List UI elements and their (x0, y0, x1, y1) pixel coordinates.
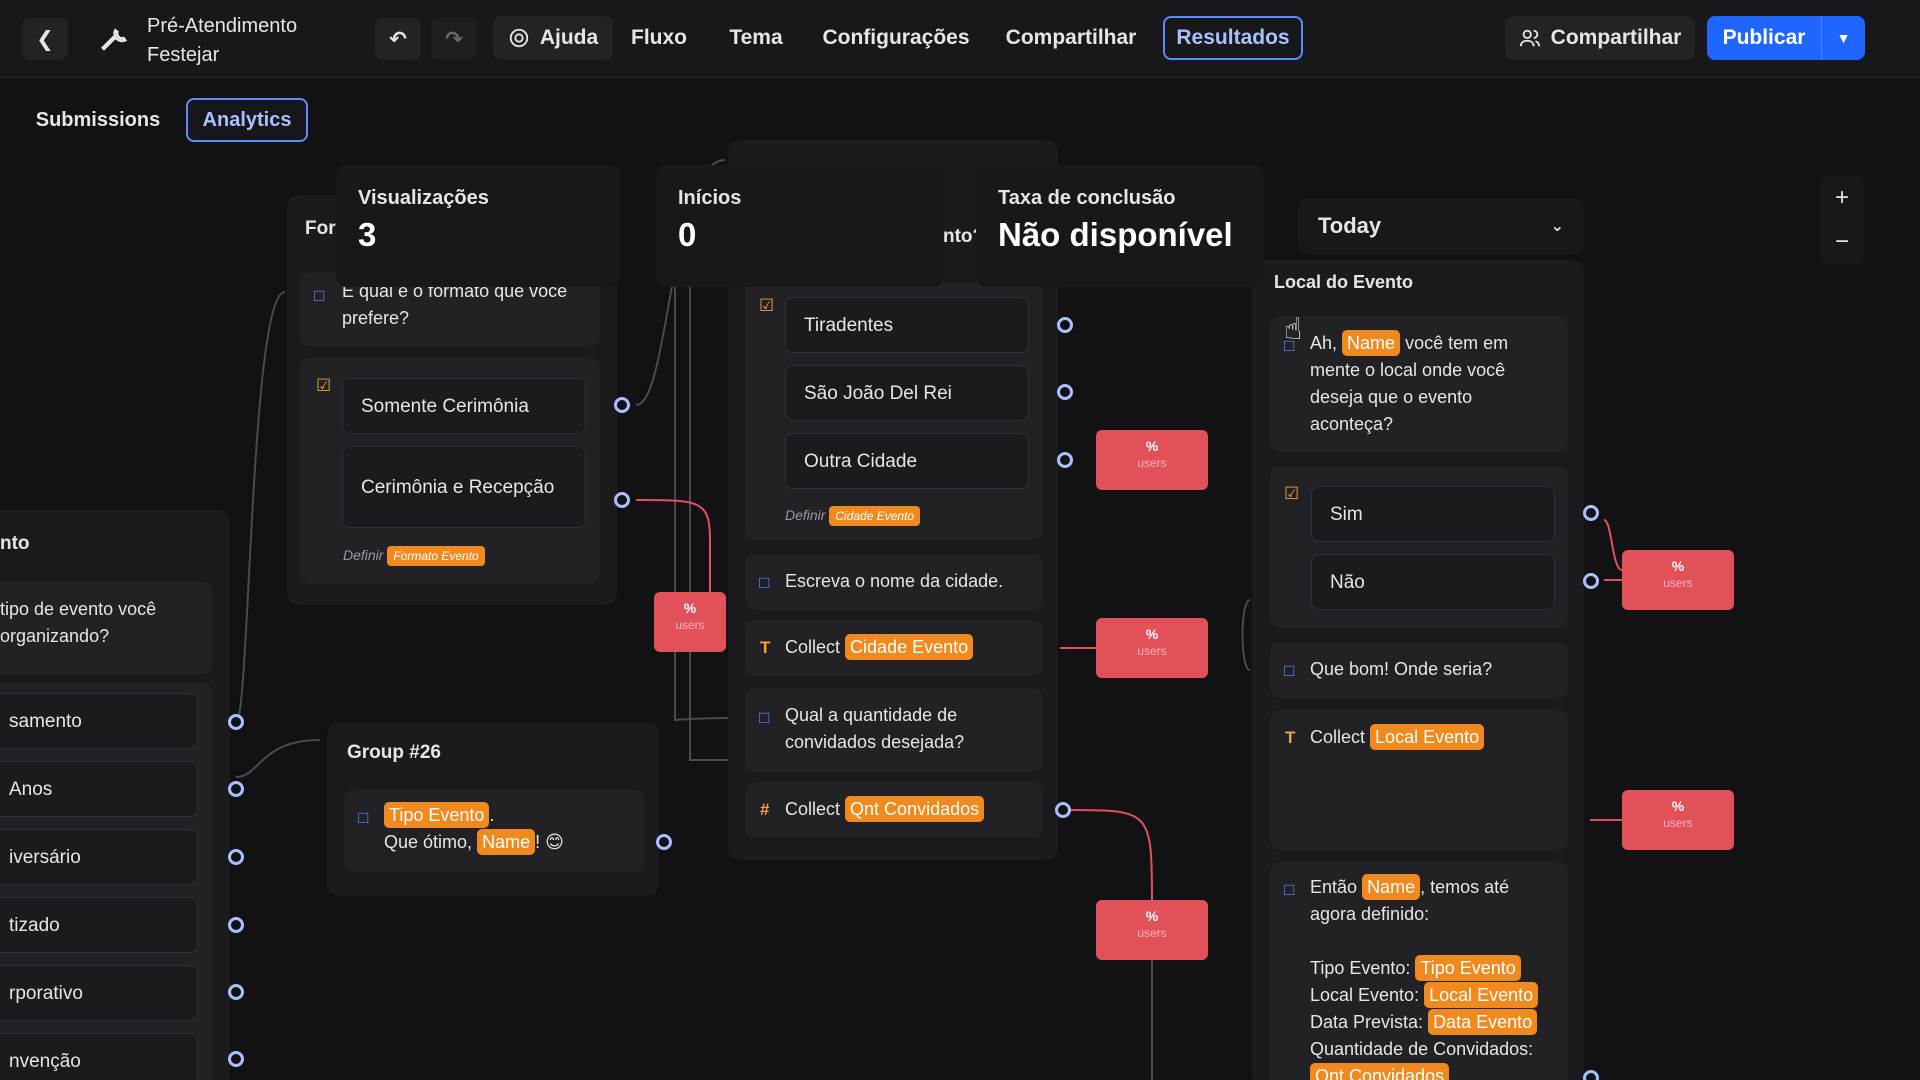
back-button[interactable]: ❮ (22, 18, 68, 60)
output-handle[interactable] (228, 1051, 244, 1067)
text-input-icon: T (760, 638, 771, 657)
nav-resultados[interactable]: Resultados (1163, 16, 1303, 60)
group-title: Local do Evento (1274, 272, 1414, 292)
share-button[interactable]: Compartilhar (1505, 16, 1695, 60)
nav-configuracoes[interactable]: Configurações (822, 26, 970, 49)
percent-users-badge: % users (1096, 900, 1208, 960)
group-title: nto? (943, 226, 985, 247)
output-handle[interactable] (1583, 573, 1599, 589)
choice-item[interactable]: tizado (0, 897, 198, 953)
nav-compartilhar[interactable]: Compartilhar (1005, 26, 1137, 49)
tab-submissions[interactable]: Submissions (35, 108, 161, 131)
chevron-down-icon: ▼ (1836, 30, 1851, 46)
percent-users-badge: % users (1096, 618, 1208, 678)
checkbox-icon: ☑ (1284, 484, 1300, 503)
chevron-left-icon: ❮ (36, 27, 54, 51)
choice-item[interactable]: samento (0, 693, 198, 749)
chat-bubble-icon: □ (358, 808, 369, 827)
date-filter-select[interactable]: Today ⌄ (1298, 198, 1584, 254)
stat-completion: Taxa de conclusão Não disponível (976, 165, 1264, 287)
output-handle[interactable] (614, 492, 630, 508)
group-title: For (305, 218, 336, 239)
percent-users-badge: % users (1622, 790, 1734, 850)
output-handle[interactable] (656, 834, 672, 850)
text-bubble: □ Tipo Evento. Que ótimo, Name! 😊 (344, 790, 644, 872)
project-title: Pré-Atendimento Festejar (147, 15, 298, 66)
chat-bubble-icon: □ (1284, 336, 1295, 355)
redo-icon: ↷ (445, 27, 463, 51)
wrench-icon[interactable] (92, 18, 136, 60)
output-handle[interactable] (228, 781, 244, 797)
set-variable-label: Definir Formato Evento (343, 546, 485, 566)
percent-users-badge: % users (1096, 430, 1208, 490)
chat-bubble-icon: □ (1284, 880, 1295, 899)
choice-item[interactable]: Somente Cerimônia (342, 378, 586, 434)
hand-cursor-icon: ☝ (1284, 313, 1303, 346)
choice-item[interactable]: Cerimônia e Recepção (342, 446, 586, 528)
output-handle[interactable] (228, 917, 244, 933)
top-bar: ❮ Pré-Atendimento Festejar ↶ ↷ Ajuda Flu… (0, 0, 1920, 78)
text-bubble: □ Escreva o nome da cidade. (745, 554, 1043, 610)
text-bubble: tipo de evento você organizando? (0, 582, 212, 674)
undo-icon: ↶ (389, 27, 407, 51)
chat-bubble-icon: □ (314, 286, 325, 305)
chat-bubble-icon: □ (1284, 661, 1295, 680)
choice-item[interactable]: São João Del Rei (785, 365, 1029, 421)
text-input-block: T Collect Cidade Evento (745, 620, 1043, 676)
text-bubble: □ Que bom! Onde seria? (1270, 642, 1568, 698)
nav-fluxo[interactable]: Fluxo (631, 26, 687, 49)
summary-bubble: □ Então Name, temos até agora definido: … (1270, 862, 1568, 1080)
undo-button[interactable]: ↶ (375, 18, 421, 60)
choice-item[interactable]: Outra Cidade (785, 433, 1029, 489)
chat-bubble-icon: □ (759, 573, 770, 592)
stat-starts: Inícios 0 (656, 165, 944, 287)
output-handle[interactable] (228, 849, 244, 865)
output-handle[interactable] (1057, 384, 1073, 400)
minus-icon: − (1834, 228, 1849, 255)
choice-item[interactable]: Sim (1311, 486, 1555, 542)
users-icon (1519, 29, 1540, 47)
text-input-icon: T (1285, 728, 1296, 747)
help-buoy-icon (509, 28, 528, 48)
output-handle[interactable] (1055, 802, 1071, 818)
zoom-out-button[interactable]: − (1820, 220, 1864, 264)
percent-users-badge: % users (654, 592, 726, 652)
output-handle[interactable] (228, 714, 244, 730)
number-input-block: # Collect Qnt Convidados (745, 782, 1043, 838)
output-handle[interactable] (1583, 1070, 1599, 1080)
output-handle[interactable] (228, 984, 244, 1000)
choice-item[interactable]: Anos (0, 761, 198, 817)
chat-bubble-icon: □ (759, 708, 770, 727)
choice-item[interactable]: nvenção (0, 1033, 198, 1080)
checkbox-icon: ☑ (316, 376, 332, 395)
stat-views: Visualizações 3 (336, 165, 620, 287)
zoom-in-button[interactable]: + (1820, 176, 1864, 220)
text-bubble: □ Ah, Name você tem em mente o local ond… (1270, 316, 1568, 452)
output-handle[interactable] (614, 397, 630, 413)
group-title: Group #26 (347, 742, 441, 763)
choice-item[interactable]: Tiradentes (785, 297, 1029, 353)
output-handle[interactable] (1057, 452, 1073, 468)
chevron-down-icon: ⌄ (1550, 218, 1564, 235)
tab-analytics[interactable]: Analytics (186, 98, 308, 142)
publish-options-button[interactable]: ▼ (1821, 16, 1865, 60)
text-input-block: T Collect Local Evento (1270, 710, 1568, 850)
group-title: nto (0, 533, 30, 554)
set-variable-label: Definir Cidade Evento (785, 506, 921, 526)
percent-users-badge: % users (1622, 550, 1734, 610)
publish-button[interactable]: Publicar (1707, 16, 1821, 60)
output-handle[interactable] (1583, 505, 1599, 521)
choice-item[interactable]: iversário (0, 829, 198, 885)
hash-icon: # (760, 800, 770, 819)
plus-icon: + (1834, 184, 1849, 211)
nav-tema[interactable]: Tema (729, 26, 783, 49)
nav-ajuda[interactable]: Ajuda (493, 16, 613, 60)
checkbox-icon: ☑ (759, 296, 775, 315)
choice-item[interactable]: Não (1311, 554, 1555, 610)
output-handle[interactable] (1057, 317, 1073, 333)
choice-item[interactable]: rporativo (0, 965, 198, 1021)
redo-button[interactable]: ↷ (431, 18, 477, 60)
text-bubble: □ Qual a quantidade de convidados deseja… (745, 688, 1043, 772)
